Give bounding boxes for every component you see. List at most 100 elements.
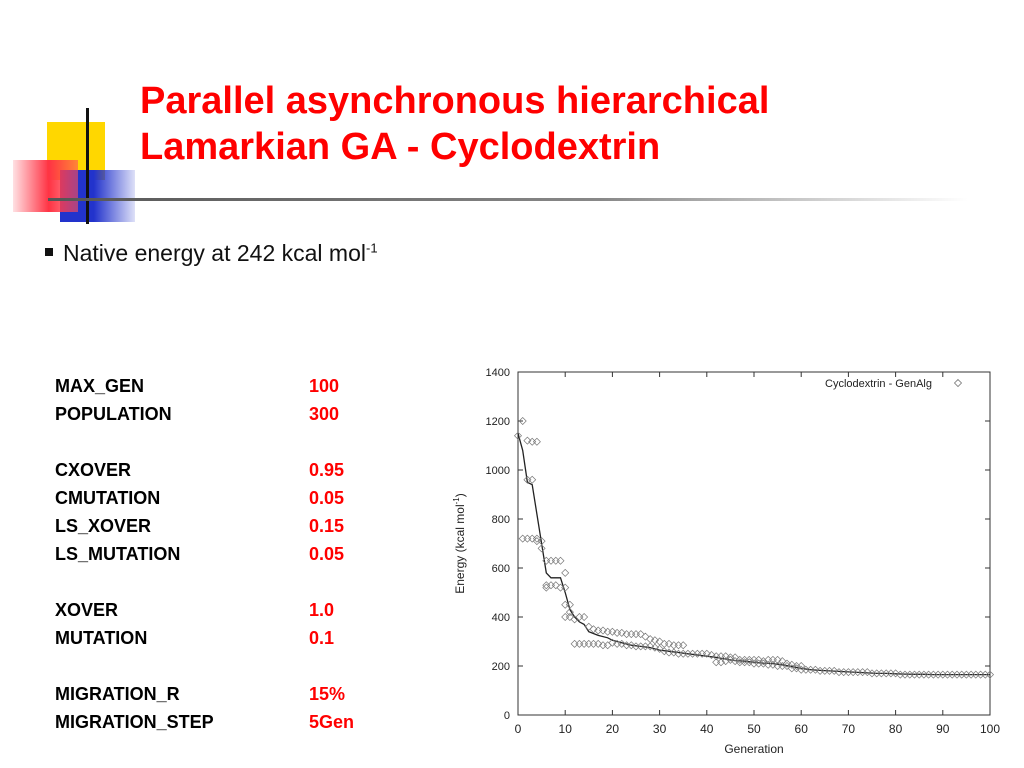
- parameter-name: MIGRATION_STEP: [55, 712, 214, 732]
- data-point: [584, 622, 593, 631]
- data-point: [617, 639, 626, 648]
- y-tick-label: 200: [492, 661, 510, 673]
- slide-title: Parallel asynchronous hierarchical Lamar…: [140, 78, 769, 170]
- data-point: [528, 534, 537, 543]
- data-point: [778, 662, 787, 670]
- data-point: [584, 639, 593, 648]
- x-axis-label: Generation: [724, 742, 783, 756]
- data-point: [532, 534, 541, 543]
- parameter-name: CMUTATION: [55, 488, 161, 508]
- bullet-item: Native energy at 242 kcal mol-1: [45, 240, 378, 267]
- data-point: [773, 655, 782, 664]
- data-point: [707, 651, 716, 659]
- parameter-value: 0.05: [309, 488, 345, 508]
- data-point: [830, 666, 839, 675]
- parameter-value: 5Gen: [309, 712, 355, 732]
- data-point: [641, 632, 650, 641]
- data-point: [627, 630, 636, 639]
- parameter-value: 0.95: [309, 460, 345, 480]
- data-point: [783, 659, 791, 668]
- y-axis-label-text: Energy (kcal mol: [453, 504, 467, 593]
- data-point: [721, 652, 730, 661]
- data-point: [528, 475, 537, 484]
- slide-title-line-1: Parallel asynchronous hierarchical: [140, 80, 770, 122]
- legend-diamond-marker: [953, 378, 963, 388]
- data-point: [537, 544, 546, 553]
- data-point: [518, 417, 527, 425]
- parameter-name: MUTATION: [55, 628, 148, 648]
- parameter-value: 0.15: [309, 516, 345, 536]
- parameter-row: MUTATION 0.1: [55, 624, 415, 652]
- parameter-row: MAX_GEN 100: [55, 372, 415, 400]
- parameter-value: 0.1: [309, 628, 335, 648]
- parameter-name: LS_MUTATION: [55, 544, 181, 564]
- data-point: [740, 658, 749, 667]
- data-point: [570, 639, 579, 648]
- data-point: [565, 608, 574, 617]
- y-tick-label: 1200: [486, 416, 510, 428]
- parameter-value: 1.0: [309, 600, 335, 620]
- parameter-name: MAX_GEN: [55, 376, 145, 396]
- data-point: [514, 431, 522, 440]
- data-point: [627, 641, 636, 650]
- x-tick-label: 80: [889, 722, 903, 736]
- data-point: [768, 655, 777, 664]
- data-point: [532, 537, 541, 546]
- data-point: [679, 641, 688, 650]
- y-tick-label: 800: [492, 514, 510, 526]
- data-point: [518, 534, 527, 543]
- data-point: [655, 644, 664, 653]
- data-point: [863, 668, 872, 677]
- data-point: [617, 628, 626, 637]
- legend-label: Cyclodextrin - GenAlg: [825, 378, 932, 390]
- y-tick-label: 1000: [486, 465, 510, 477]
- data-point: [565, 613, 574, 621]
- x-tick-label: 10: [559, 722, 573, 736]
- data-point: [669, 648, 678, 657]
- energy-chart-svg: 0 10 20 30 40 50 60 70 80 90 100020040060080010001…: [452, 367, 1000, 756]
- data-point: [632, 630, 640, 639]
- parameter-row: XOVER 1.0: [55, 596, 415, 624]
- data-point: [745, 658, 754, 667]
- bullet-text: Native energy at 242 kcal mol: [63, 240, 366, 266]
- data-point: [561, 583, 570, 592]
- data-point: [580, 613, 589, 621]
- data-point: [599, 626, 607, 635]
- data-point: [561, 613, 570, 621]
- x-tick-label: 90: [936, 722, 950, 736]
- data-point: [532, 437, 541, 446]
- bullet-superscript: -1: [366, 240, 378, 256]
- data-point: [547, 556, 555, 565]
- parameter-gap: [55, 652, 415, 680]
- data-point: [556, 556, 565, 565]
- parameter-name: XOVER: [55, 600, 119, 620]
- x-tick-label: 20: [606, 722, 620, 736]
- data-point: [811, 665, 820, 674]
- data-point: [778, 657, 787, 666]
- parameter-gap: [55, 568, 415, 596]
- data-point: [646, 642, 655, 651]
- parameter-gap: [55, 428, 415, 456]
- data-point: [721, 657, 730, 666]
- x-tick-label: 70: [842, 722, 856, 736]
- bullet-square-icon: [45, 247, 53, 256]
- parameter-value: 300: [309, 404, 340, 424]
- data-point: [783, 662, 791, 670]
- y-axis-label: Energy (kcal mol-1): [452, 493, 467, 594]
- data-point: [594, 639, 603, 648]
- parameter-list: MAX_GEN 100 POPULATION 300 CXOVER 0.95 CMUTATI…: [55, 372, 415, 736]
- data-point: [759, 657, 768, 666]
- parameter-row: CMUTATION 0.05: [55, 484, 415, 512]
- data-point: [603, 641, 612, 650]
- data-point: [787, 660, 796, 669]
- y-tick-label: 0: [504, 710, 510, 722]
- decor-vertical-line: [86, 108, 89, 224]
- data-point: [754, 655, 763, 664]
- x-tick-label: 40: [700, 722, 714, 736]
- y-tick-label: 400: [492, 612, 510, 624]
- parameter-name: CXOVER: [55, 460, 132, 480]
- data-point: [674, 641, 683, 650]
- parameter-row: LS_MUTATION 0.05: [55, 540, 415, 568]
- data-point: [608, 627, 617, 636]
- y-axis-label-suffix: ): [453, 493, 467, 497]
